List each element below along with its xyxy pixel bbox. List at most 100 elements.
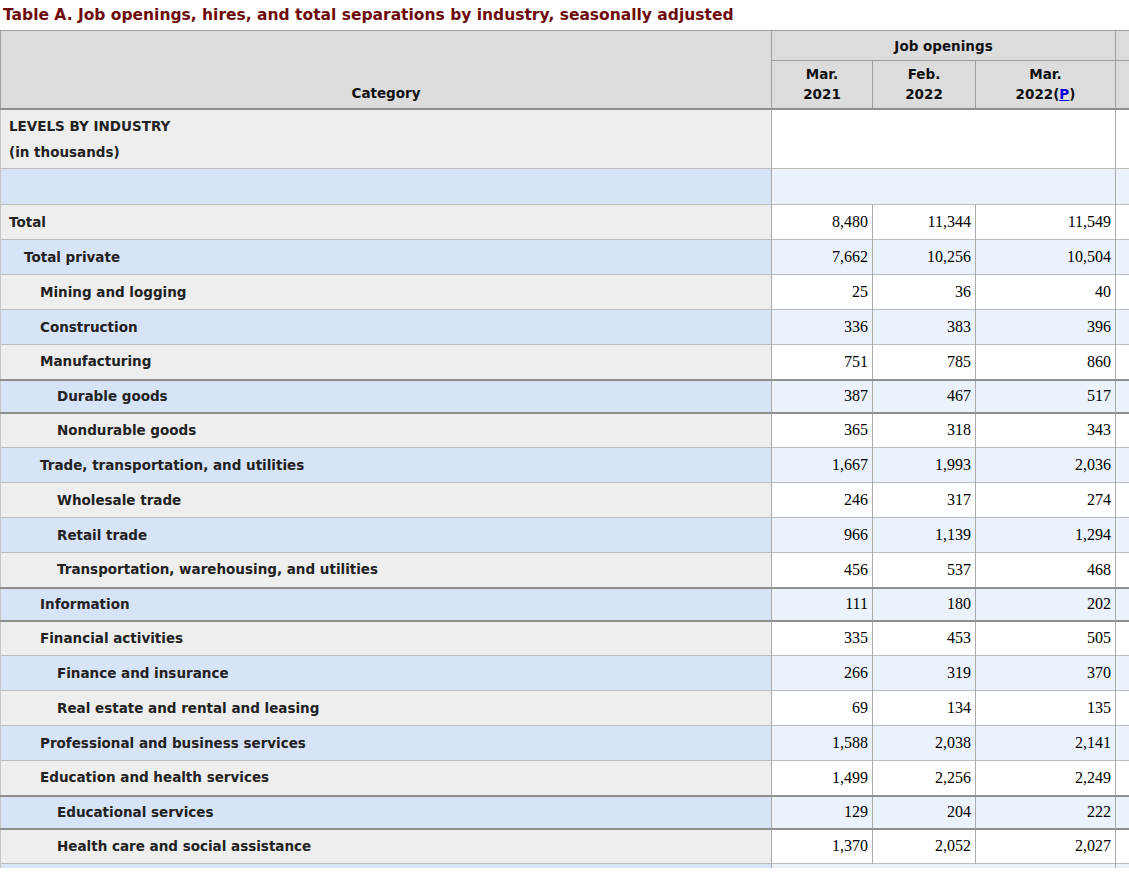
spacer-cell xyxy=(1116,205,1129,240)
value-cell: 1,139 xyxy=(873,518,976,553)
spacer-cell xyxy=(1116,518,1129,553)
value-cell: 129 xyxy=(772,796,873,829)
value-cell: 1,370 xyxy=(772,829,873,864)
category-cell: Educational services xyxy=(1,796,772,829)
spacer-cell xyxy=(1116,413,1129,448)
spacer-cell xyxy=(1116,829,1129,864)
value-cell: 387 xyxy=(772,380,873,413)
value-cell: 2,038 xyxy=(873,726,976,761)
category-header-cell: Category xyxy=(1,31,772,109)
category-cell: Total xyxy=(1,205,772,240)
value-cell: 1,588 xyxy=(772,726,873,761)
category-cell: Mining and logging xyxy=(1,275,772,310)
job-openings-table: Category Job openings Mar. 2021 Feb. 202… xyxy=(0,30,1129,868)
value-cell: 11,344 xyxy=(873,205,976,240)
spacer-cell xyxy=(1116,621,1129,656)
value-cell: 537 xyxy=(873,553,976,588)
category-cell: Trade, transportation, and utilities xyxy=(1,448,772,483)
category-cell: Manufacturing xyxy=(1,345,772,380)
value-cell: 319 xyxy=(873,656,976,691)
next-group-header-sliver xyxy=(1116,31,1129,61)
page-title: Table A. Job openings, hires, and total … xyxy=(0,0,1129,30)
table-row: Mining and logging253640 xyxy=(1,275,1129,310)
next-group-subheader-sliver xyxy=(1116,61,1129,109)
value-cell: 1,499 xyxy=(772,761,873,796)
value-cell: 36 xyxy=(873,275,976,310)
spacer-cell xyxy=(1116,553,1129,588)
value-cell: 1,993 xyxy=(873,448,976,483)
category-cell: Durable goods xyxy=(1,380,772,413)
value-cell: 468 xyxy=(976,553,1116,588)
table-row: Finance and insurance266319370 xyxy=(1,656,1129,691)
empty-span xyxy=(772,169,1116,205)
table-row: Trade, transportation, and utilities1,66… xyxy=(1,448,1129,483)
value-cell: 2,256 xyxy=(873,761,976,796)
category-cell: Financial activities xyxy=(1,621,772,656)
table-row: Financial activities335453505 xyxy=(1,621,1129,656)
section-header-row: LEVELS BY INDUSTRY(in thousands) xyxy=(1,109,1129,169)
value-cell: 453 xyxy=(873,621,976,656)
value-cell: 1,294 xyxy=(976,518,1116,553)
value-cell: 2,249 xyxy=(976,761,1116,796)
category-cell: Real estate and rental and leasing xyxy=(1,691,772,726)
value-cell: 365 xyxy=(772,413,873,448)
table-row: Total8,48011,34411,549 xyxy=(1,205,1129,240)
value-cell: 69 xyxy=(772,691,873,726)
spacer-cell xyxy=(1116,588,1129,621)
category-cell: Retail trade xyxy=(1,518,772,553)
spacer-cell xyxy=(1116,864,1129,868)
value-cell: 2,141 xyxy=(976,726,1116,761)
table-row: Information111180202 xyxy=(1,588,1129,621)
section-title-line: LEVELS BY INDUSTRY xyxy=(9,113,771,139)
header-group-row: Category Job openings xyxy=(1,31,1129,61)
table-row: Educational services129204222 xyxy=(1,796,1129,829)
value-cell: 751 xyxy=(772,345,873,380)
category-cell: Construction xyxy=(1,310,772,345)
table-row: Total private7,66210,25610,504 xyxy=(1,240,1129,275)
table-row: Retail trade9661,1391,294 xyxy=(1,518,1129,553)
value-cell: 335 xyxy=(772,621,873,656)
value-cell: 467 xyxy=(873,380,976,413)
col-header-feb-2022: Feb. 2022 xyxy=(873,61,976,109)
table-row: Real estate and rental and leasing691341… xyxy=(1,691,1129,726)
spacer-cell xyxy=(1116,310,1129,345)
value-cell: 2,036 xyxy=(976,448,1116,483)
value-cell: 318 xyxy=(873,413,976,448)
value-cell: 40 xyxy=(976,275,1116,310)
spacer-cell xyxy=(1116,483,1129,518)
value-cell: 2,052 xyxy=(873,829,976,864)
spacer-cell xyxy=(1116,796,1129,829)
category-cell: Total private xyxy=(1,240,772,275)
value-cell: 202 xyxy=(976,588,1116,621)
value-cell: 7,662 xyxy=(772,240,873,275)
value-cell: 317 xyxy=(873,483,976,518)
value-cell: 10,256 xyxy=(873,240,976,275)
spacer-cell xyxy=(1116,380,1129,413)
col-header-mar-2022-preliminary: Mar. 2022(P) xyxy=(976,61,1116,109)
value-cell: 246 xyxy=(772,483,873,518)
table-row: Transportation, warehousing, and utiliti… xyxy=(1,553,1129,588)
table-row: Construction336383396 xyxy=(1,310,1129,345)
partial-row xyxy=(1,864,1129,868)
category-cell xyxy=(1,864,772,868)
spacer-cell xyxy=(1116,345,1129,380)
value-cell: 180 xyxy=(873,588,976,621)
spacer-cell xyxy=(1116,726,1129,761)
value-cell: 25 xyxy=(772,275,873,310)
value-cell: 10,504 xyxy=(976,240,1116,275)
value-cell: 11,549 xyxy=(976,205,1116,240)
preliminary-link[interactable]: P xyxy=(1059,86,1069,102)
category-cell: Professional and business services xyxy=(1,726,772,761)
table-row: Manufacturing751785860 xyxy=(1,345,1129,380)
value-cell: 1,667 xyxy=(772,448,873,483)
value-cell: 966 xyxy=(772,518,873,553)
spacer-cell xyxy=(1116,691,1129,726)
section-units-line: (in thousands) xyxy=(9,139,771,165)
spacer-cell xyxy=(1116,240,1129,275)
spacer-cell xyxy=(1116,169,1129,205)
value-cell: 2,027 xyxy=(976,829,1116,864)
table-row: Education and health services1,4992,2562… xyxy=(1,761,1129,796)
value-cell: 860 xyxy=(976,345,1116,380)
spacer-cell xyxy=(1116,448,1129,483)
category-cell: Nondurable goods xyxy=(1,413,772,448)
